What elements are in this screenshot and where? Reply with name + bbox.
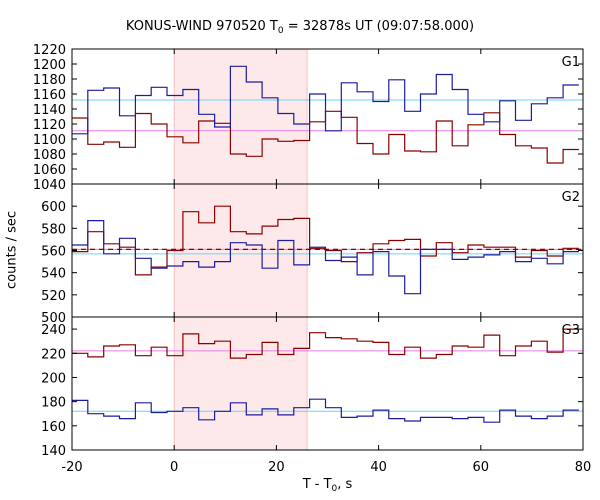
panel-g2-label: G2 [562,190,580,205]
panel-g3-ytick-label: 180 [41,396,66,411]
panel-g2-series-2 [72,220,579,295]
x-axis-label: T - T0, s [0,477,600,494]
chart-title-main: KONUS-WIND 970520 T [125,19,278,34]
panel-g3-ytick-label: 140 [41,444,66,459]
panel-g1-ytick-label: 1040 [33,178,66,193]
panel-g3-label: G3 [562,323,580,338]
panel-g2-ytick-label: 500 [41,311,66,326]
panel-g1-ytick-label: 1060 [33,163,66,178]
panel-g3-ytick-label: 200 [41,371,66,386]
y-axis-label: counts / sec [4,210,20,290]
panel-g3-ytick-label: 160 [41,420,66,435]
panel-g1-label: G1 [562,55,580,70]
panel-g1-frame [71,48,584,185]
panel-g3-series-2 [72,398,579,423]
x-tick-label: 20 [268,460,285,475]
panel-g1-ytick-label: 1080 [33,148,66,163]
panel-g1-ytick-label: 1100 [33,133,66,148]
panel-g1-ytick-label: 1200 [33,58,66,73]
panel-g1-ytick-label: 1140 [33,103,66,118]
panel-g1-ytick-label: 1120 [33,118,66,133]
x-tick-label: 80 [575,460,592,475]
panel-g1-series-2 [72,65,579,135]
panel-g2-ytick-label: 580 [41,222,66,237]
panel-g3-series-1 [72,328,579,359]
chart-title-rest: = 32878s UT (09:07:58.000) [283,19,475,34]
panel-g2-ytick-label: 540 [41,267,66,282]
panel-g3-ytick-label: 220 [41,347,66,362]
panel-g2-series-1 [72,205,579,276]
x-tick-label: -20 [61,460,82,475]
panel-g3-ytick-label: 240 [41,323,66,338]
x-tick-label: 60 [473,460,490,475]
chart-title-subscript: 0 [277,26,284,36]
chart-title: KONUS-WIND 970520 T0 = 32878s UT (09:07:… [0,19,600,36]
panel-g1-ytick-label: 1180 [33,73,66,88]
panel-g1-ytick-label: 1160 [33,88,66,103]
panel-g2-ytick-label: 560 [41,245,66,260]
x-axis-label-subscript: 0 [331,484,338,494]
panel-g1-ytick-label: 1220 [33,43,66,58]
x-tick-label: 0 [170,460,178,475]
panel-g2-ytick-label: 600 [41,200,66,215]
x-axis-label-rest: , s [337,477,353,492]
x-tick-label: 40 [370,460,387,475]
x-axis-label-main: T - T [302,477,332,492]
panel-g2-ytick-label: 520 [41,289,66,304]
panel-g3-frame [71,316,584,451]
